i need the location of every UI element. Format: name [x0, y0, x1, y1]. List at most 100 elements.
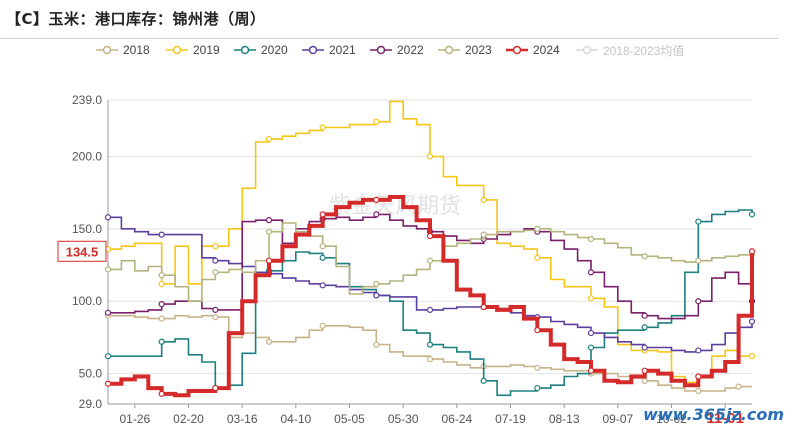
x-tick-label: 05-05 — [334, 412, 365, 426]
data-point-2023 — [104, 266, 112, 273]
data-point-2021 — [641, 344, 648, 351]
data-point-2024 — [695, 373, 702, 380]
x-tick-label: 07-19 — [495, 412, 526, 426]
legend-label: 2018 — [123, 43, 150, 57]
data-point-2018 — [319, 322, 326, 329]
x-tick-label: 08-13 — [549, 412, 580, 426]
series-line-2024 — [108, 195, 754, 398]
legend-label: 2020 — [261, 43, 288, 57]
legend-item-2024[interactable]: 2024 — [506, 42, 560, 58]
legend-label: 2023 — [465, 43, 492, 57]
legend-item-2019[interactable]: 2019 — [166, 42, 220, 58]
data-point-2022 — [212, 306, 219, 314]
data-point-2020 — [748, 211, 756, 218]
legend-label: 2019 — [193, 43, 220, 57]
legend-item-2022[interactable]: 2022 — [370, 42, 424, 58]
data-point-2018 — [735, 383, 742, 390]
x-tick-label: 01-26 — [119, 412, 150, 426]
chart-title: 【C】玉米：港口库存：锦州港（周） — [6, 10, 266, 28]
data-point-2024 — [480, 303, 487, 311]
legend-item-2018-2023均值[interactable]: 2018-2023均值 — [576, 42, 684, 58]
data-point-2021 — [158, 231, 165, 238]
data-point-2019 — [480, 196, 487, 203]
data-point-2020 — [534, 384, 541, 392]
y-tick-label: 239.0 — [72, 93, 102, 107]
data-point-2019 — [265, 135, 273, 143]
legend-item-2023[interactable]: 2023 — [438, 42, 492, 58]
data-point-2024 — [319, 211, 326, 218]
data-point-2024 — [373, 196, 380, 203]
data-point-2021 — [426, 306, 434, 314]
data-point-2020 — [695, 218, 702, 225]
data-point-2022 — [104, 309, 112, 316]
data-point-2020 — [641, 324, 648, 331]
legend-item-2020[interactable]: 2020 — [234, 42, 288, 58]
data-point-2021 — [373, 292, 380, 299]
data-point-2018 — [534, 364, 541, 371]
y-tick-label: 29.0 — [79, 397, 103, 411]
data-point-2020 — [587, 344, 595, 351]
x-tick-label: 06-24 — [441, 412, 472, 426]
data-point-2023 — [265, 228, 273, 235]
data-point-2019 — [748, 353, 756, 360]
data-point-2022 — [373, 211, 380, 218]
data-point-2021 — [748, 318, 756, 325]
data-point-2019 — [373, 118, 380, 125]
legend-swatch-icon — [302, 45, 324, 55]
data-point-2023 — [212, 269, 219, 276]
legend-label: 2022 — [397, 43, 424, 57]
legend-label: 2018-2023均值 — [603, 43, 685, 58]
data-point-2023 — [480, 231, 487, 238]
data-point-2018 — [426, 356, 434, 363]
legend-item-2018[interactable]: 2018 — [96, 42, 150, 58]
current-value-box — [57, 240, 107, 262]
x-tick-label: 02-20 — [173, 412, 204, 426]
data-point-2021 — [319, 282, 326, 289]
legend-swatch-icon — [166, 45, 188, 55]
x-tick-label: 05-30 — [388, 412, 419, 426]
data-point-2018 — [695, 387, 702, 395]
legend-label: 2021 — [329, 43, 356, 57]
data-point-2024 — [426, 232, 434, 240]
data-point-2022 — [158, 301, 165, 308]
data-point-2020 — [319, 254, 326, 261]
data-point-2022 — [695, 298, 702, 305]
data-point-2024 — [641, 367, 648, 374]
legend-swatch-icon — [438, 45, 460, 55]
data-point-2024 — [158, 390, 165, 397]
data-point-2023 — [426, 257, 434, 264]
x-tick-label: 09-07 — [602, 412, 633, 426]
data-point-2023 — [587, 235, 595, 243]
x-tick-label: 04-10 — [280, 412, 311, 426]
x-tick-label: 03-16 — [227, 412, 258, 426]
data-point-2021 — [587, 329, 595, 337]
data-point-2024 — [212, 384, 219, 392]
site-watermark: www.365jz.com — [643, 405, 784, 424]
data-point-2023 — [373, 280, 380, 287]
data-point-2024 — [748, 248, 756, 255]
legend-swatch-icon — [96, 45, 118, 55]
data-point-2021 — [212, 257, 219, 264]
y-tick-label: 150.0 — [72, 222, 102, 236]
data-point-2020 — [480, 377, 487, 384]
legend-swatch-icon — [370, 45, 392, 55]
data-point-2020 — [104, 353, 112, 360]
data-point-2023 — [641, 253, 648, 260]
data-point-2021 — [104, 214, 112, 221]
series-line-2021 — [108, 216, 753, 353]
data-point-2018 — [265, 338, 273, 345]
data-point-2019 — [534, 254, 541, 261]
current-value-label: 134.5 — [66, 244, 99, 259]
y-tick-label: 100.0 — [72, 294, 102, 308]
data-point-2018 — [641, 377, 648, 384]
y-tick-label: 50.0 — [79, 367, 103, 381]
legend-item-2021[interactable]: 2021 — [302, 42, 356, 58]
data-point-2024 — [104, 380, 112, 387]
data-point-2023 — [319, 243, 326, 250]
data-point-2019 — [212, 243, 219, 250]
data-point-2018 — [158, 315, 165, 322]
y-tick-label: 200.0 — [72, 149, 102, 163]
data-point-2019 — [587, 295, 595, 302]
legend-swatch-icon — [576, 45, 598, 55]
